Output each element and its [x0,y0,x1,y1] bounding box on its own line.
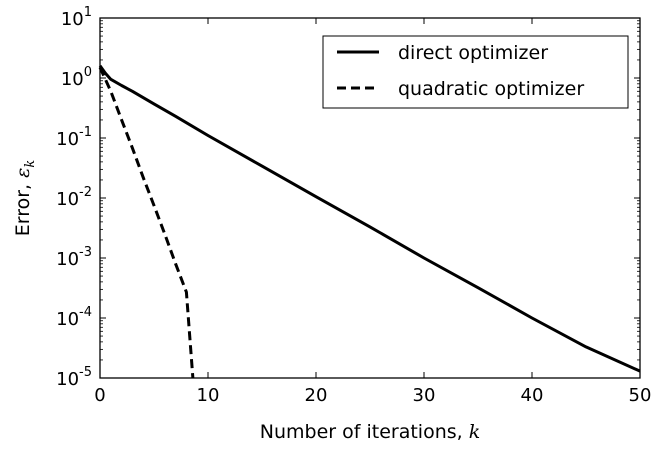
x-axis-label-var: k [469,421,481,443]
x-axis-label: Number of iterations, k [260,421,480,443]
x-tick-label: 0 [94,385,105,406]
y-tick-label: 101 [61,5,92,30]
y-tick-label: 100 [61,65,92,90]
legend-box [322,35,629,109]
x-tick-label: 30 [413,385,436,406]
y-tick-label: 10-4 [56,305,92,330]
y-axis-label: Error, εk [12,160,38,237]
legend: direct optimizer quadratic optimizer [322,35,629,109]
x-tick-label: 50 [629,385,652,406]
plot-frame [99,17,641,379]
x-tick-label: 20 [305,385,328,406]
x-tick-label: 40 [521,385,544,406]
y-axis-label-sub: k [23,160,38,168]
y-axis-ticks: 101 100 10-1 10-2 10-3 10-4 10-5 [56,5,640,390]
y-axis-label-var: ε [12,168,34,178]
series-line-quadratic-optimizer [98,66,195,379]
legend-label-direct: direct optimizer [398,42,548,64]
y-tick-label: 10-3 [56,245,92,270]
y-tick-label: 10-1 [56,125,92,150]
series-line-direct-optimizer [98,64,641,373]
legend-label-quadratic: quadratic optimizer [398,78,584,100]
x-tick-label: 10 [197,385,220,406]
y-tick-label: 10-5 [56,365,92,390]
series-group [98,64,641,379]
y-tick-label: 10-2 [56,185,92,210]
x-axis-label-text: Number of iterations, [260,421,469,443]
y-axis-label-text: Error, [12,178,34,236]
